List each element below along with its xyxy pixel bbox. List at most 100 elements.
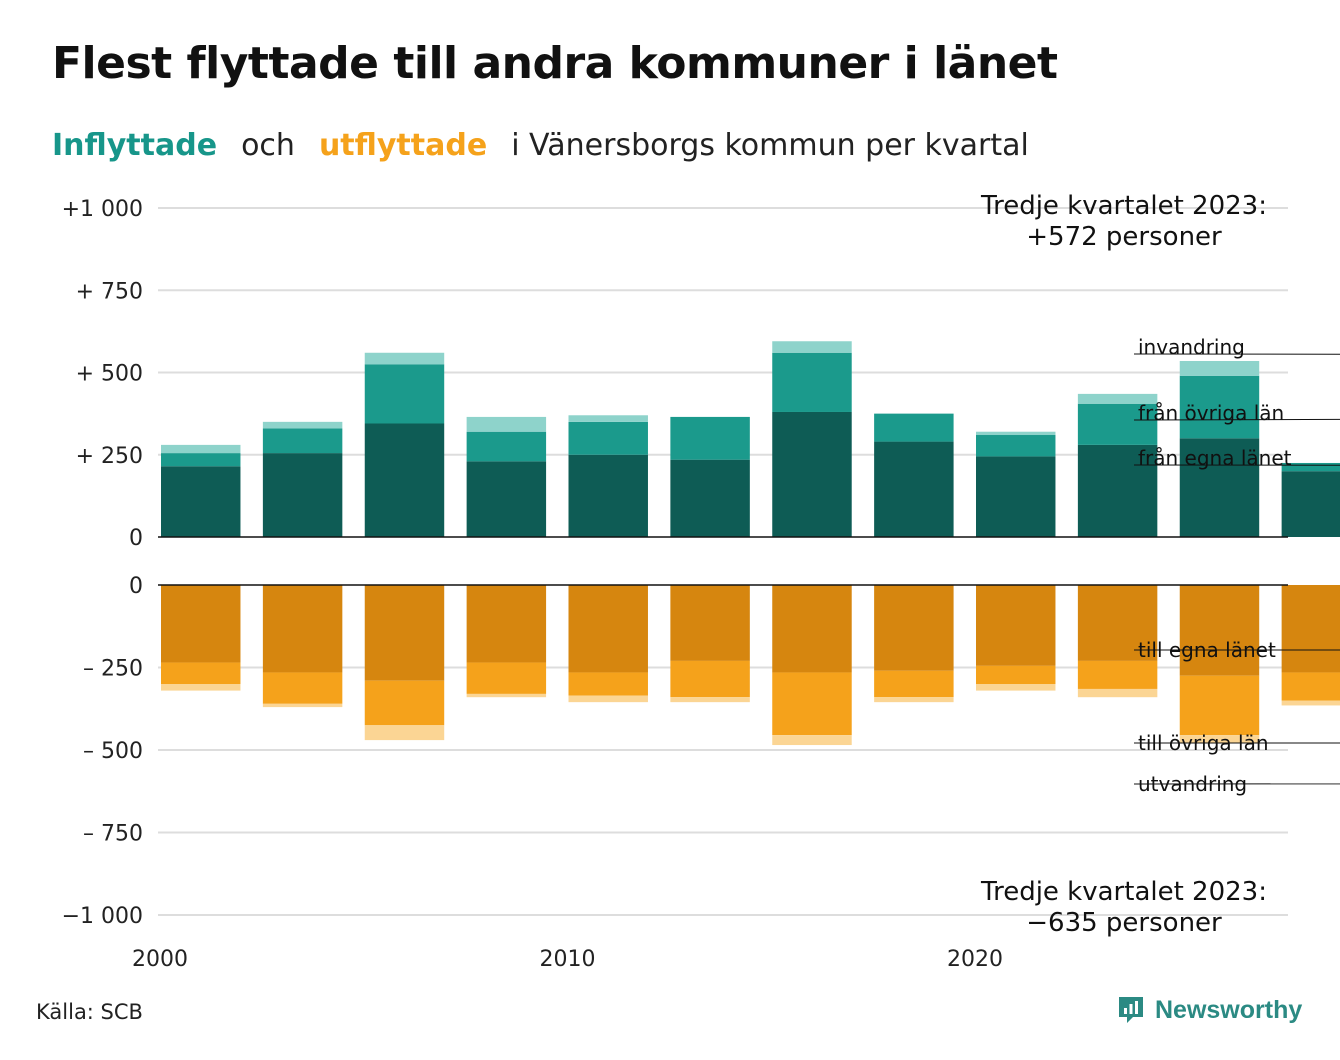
bar-out-emigration [1179,735,1260,744]
xtick-label: 2020 [947,947,1003,972]
bar-out-own-county [262,585,343,673]
bar-in-own-county [1179,438,1260,537]
bar-out-own-county [976,585,1056,666]
bar-out-other-counties [161,662,241,684]
bar-out-own-county [772,585,852,673]
bar-in-other-counties [874,413,954,442]
bar-out-emigration [670,697,750,703]
ytick-label-top: + 750 [76,279,143,304]
bar-in-own-county [466,461,547,537]
bar-out-other-counties [1179,675,1260,736]
bar-out-other-counties [1077,660,1158,689]
series-label-top: invandring [1138,335,1245,359]
bar-out-own-county [1077,585,1158,661]
bar-out-own-county [161,585,241,663]
ytick-label-top: + 250 [76,444,143,469]
bar-out-own-county [670,585,750,661]
bar-in-immigration [466,416,547,432]
bar-out-other-counties [670,660,750,698]
bar-out-other-counties [364,680,445,726]
bar-in-own-county [364,423,445,537]
ytick-label-bottom: −1 000 [62,904,143,929]
bar-out-own-county [874,585,954,671]
bar-out-other-counties [568,672,648,696]
callout-bottom-line2: −635 personer [1026,908,1222,938]
bar-in-own-county [670,459,750,537]
bar-in-immigration [262,421,343,429]
bar-in-other-counties [1281,462,1340,472]
bar-out-other-counties [1281,672,1340,701]
bar-out-emigration [976,684,1056,691]
bar-out-emigration [161,684,241,691]
bar-in-own-county [772,411,852,537]
bar-in-immigration [772,341,852,353]
bar-in-immigration [364,352,445,365]
bar-in-other-counties [364,364,445,424]
brand-logo: Newsworthy [1117,995,1302,1025]
bar-out-emigration [466,693,547,698]
bar-in-own-county [1281,471,1340,537]
series-labels: Tredje kvartalet 2023:+572 personerTredj… [980,191,1340,938]
ytick-label-bottom: – 250 [83,657,143,682]
bar-out-own-county [568,585,648,673]
series-label-top: från egna länet [1138,446,1292,470]
bar-in-own-county [161,466,241,537]
bar-in-other-counties [1077,403,1158,445]
ytick-label-top: 0 [129,526,143,551]
newsworthy-logo-icon [1119,997,1143,1023]
series-label-top: från övriga län [1138,401,1284,425]
brand-name: Newsworthy [1155,995,1303,1024]
bar-in-immigration [568,415,648,422]
source-note: Källa: SCB [36,1000,143,1024]
bar-in-immigration [1077,393,1158,404]
bar-in-other-counties [976,435,1056,457]
series-label-bottom: till övriga län [1138,731,1269,755]
bar-out-emigration [262,703,343,708]
bar-out-other-counties [772,672,852,736]
bar-out-own-county [364,585,445,681]
chart-subtitle: Inflyttade och utflyttade i Vänersborgs kom… [52,128,1053,163]
series-label-bottom: till egna länet [1138,638,1276,662]
bar-in-immigration [1179,360,1260,376]
bar-in-immigration [976,431,1056,436]
subtitle-utflyttade: utflyttade [318,128,488,163]
bar-in-own-county [874,441,954,537]
bar-in-own-county [262,453,343,537]
bar-out-other-counties [262,672,343,704]
callout-bottom-line1: Tredje kvartalet 2023: [980,877,1267,907]
bar-out-emigration [772,735,852,746]
xtick-label: 2000 [132,947,188,972]
subtitle-rest: i Vänersborgs kommun per kvartal [511,128,1029,163]
callout-top-line1: Tredje kvartalet 2023: [980,191,1267,221]
outflow-bars [161,585,1340,746]
bar-in-immigration [161,444,241,454]
ytick-label-top: + 500 [76,362,143,387]
bar-out-other-counties [976,665,1056,684]
bar-out-own-county [466,585,547,663]
inflow-bars [161,341,1340,537]
subtitle-inflyttade: Inflyttade [52,128,218,163]
migration-chart: 0 + 250 + 500 + 750 +1 000 0 – 250 – 500 – 750 −1… [62,191,1340,972]
subtitle-och: och [241,128,295,163]
bar-out-emigration [364,725,445,741]
chart-title: Flest flyttade till andra kommuner i län… [52,38,1058,89]
ytick-label-bottom: – 500 [83,739,143,764]
bar-out-own-county [1281,585,1340,673]
ytick-label-bottom: 0 [129,574,143,599]
bar-out-emigration [1281,700,1340,706]
callout-top-line2: +572 personer [1026,222,1222,252]
bar-in-own-county [976,456,1056,537]
bar-in-other-counties [466,431,547,462]
bar-in-other-counties [262,428,343,454]
bar-out-other-counties [466,662,547,694]
axes: 0 + 250 + 500 + 750 +1 000 0 – 250 – 500 – 750 −1… [62,197,1288,972]
bar-out-other-counties [874,670,954,698]
bar-in-other-counties [568,421,648,455]
bar-out-emigration [568,695,648,703]
bar-out-emigration [1077,688,1158,698]
ytick-label-top: +1 000 [62,197,143,222]
ytick-label-bottom: – 750 [83,822,143,847]
bar-in-other-counties [1179,375,1260,439]
bar-in-other-counties [670,416,750,460]
xtick-label: 2010 [540,947,596,972]
